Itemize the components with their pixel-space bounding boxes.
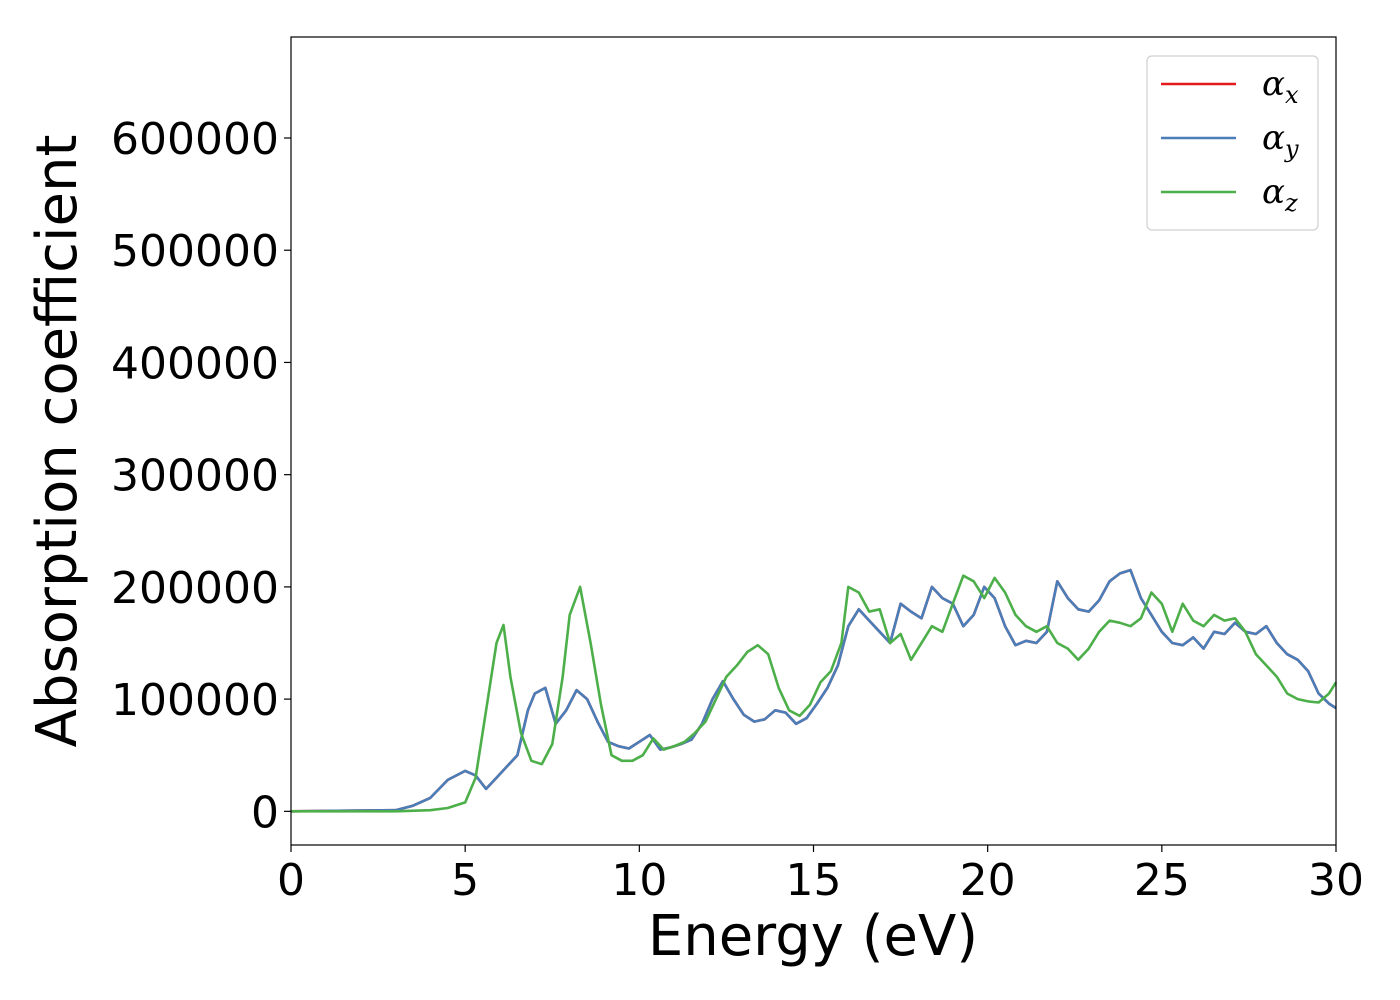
x-axis-ticks: 0 5 10 15 20 25 30 xyxy=(277,845,1364,906)
y-tick-label: 200000 xyxy=(111,563,279,614)
x-tick-label: 20 xyxy=(960,855,1016,906)
y-axis-ticks: 0 100000 200000 300000 400000 500000 600000 xyxy=(111,114,291,838)
series-line-y xyxy=(290,568,1337,813)
legend-box xyxy=(1146,55,1319,231)
y-tick-label: 0 xyxy=(251,787,279,838)
plot-lines xyxy=(290,568,1338,813)
x-tick-label: 10 xyxy=(611,855,667,906)
x-tick-label: 5 xyxy=(451,855,479,906)
y-tick-label: 100000 xyxy=(111,675,279,726)
y-tick-label: 400000 xyxy=(111,338,279,389)
x-tick-label: 25 xyxy=(1134,855,1190,906)
x-tick-label: 0 xyxy=(277,855,305,906)
x-tick-label: 30 xyxy=(1308,855,1364,906)
x-axis-label: Energy (eV) xyxy=(648,904,978,969)
y-tick-label: 500000 xyxy=(111,226,279,277)
y-tick-label: 600000 xyxy=(111,114,279,165)
y-axis-label: Absorption coefficient xyxy=(25,135,90,748)
series-line-z xyxy=(291,574,1338,813)
x-tick-label: 15 xyxy=(786,855,842,906)
y-tick-label: 300000 xyxy=(111,451,279,502)
